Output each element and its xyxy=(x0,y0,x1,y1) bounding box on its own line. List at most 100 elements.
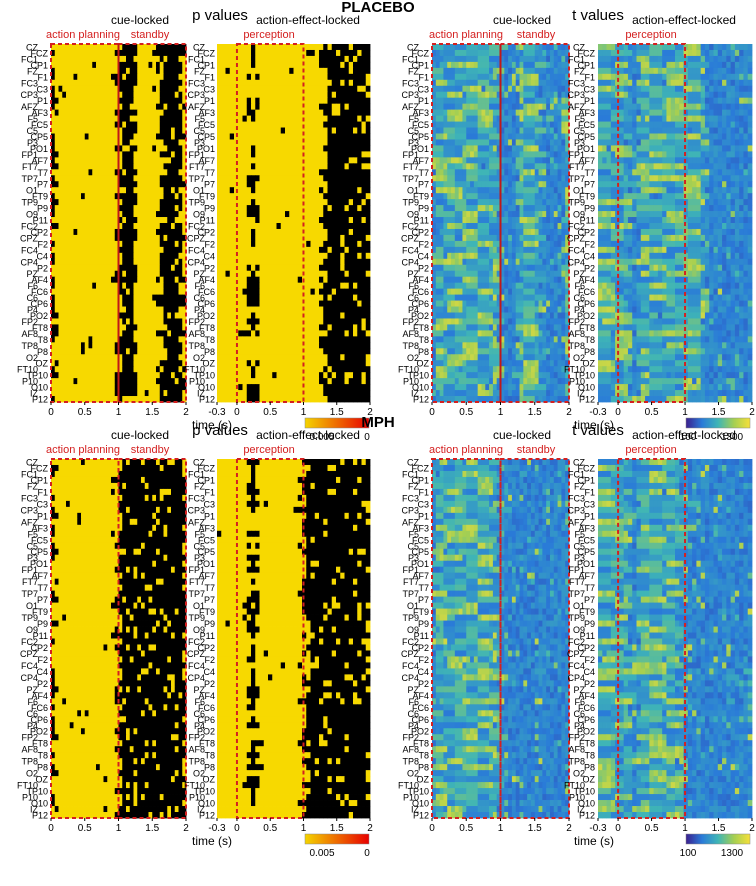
heatmap-cell-p0-cue-t-AFZ-6 xyxy=(455,104,459,110)
heatmap-cell-p0-aef-p-FC1-3 xyxy=(230,56,235,62)
heatmap-cell-p0-cue-p-FT7-12 xyxy=(96,163,100,169)
heatmap-cell-p0-cue-p-T8-2 xyxy=(59,336,63,342)
heatmap-cell-p0-cue-p-FT8-29 xyxy=(160,324,164,330)
heatmap-cell-p0-cue-p-AF8-3 xyxy=(62,330,66,336)
heatmap-cell-p0-cue-p-F2-13 xyxy=(100,241,104,247)
heatmap-cell-p0-cue-p-FT8-19 xyxy=(122,324,126,330)
heatmap-cell-p0-cue-p-AF8-15 xyxy=(107,330,111,336)
heatmap-cell-p0-cue-t-FC5-4 xyxy=(447,122,451,128)
heatmap-cell-p0-aef-p-TP9-6 xyxy=(243,199,248,205)
heatmap-cell-p0-cue-p-AF4-33 xyxy=(175,277,179,283)
heatmap-cell-p0-aef-p-P4-6 xyxy=(243,307,248,313)
heatmap-cell-p0-cue-p-C6-23 xyxy=(137,295,141,301)
heatmap-cell-p0-cue-p-O9-34 xyxy=(179,211,183,217)
heatmap-cell-p0-cue-p-IZ-5 xyxy=(70,390,74,396)
heatmap-cell-p0-cue-p-FT8-31 xyxy=(167,324,171,330)
heatmap-cell-p0-aef-p-FC5-6 xyxy=(243,122,248,128)
heatmap-cell-p0-cue-t-P3-4 xyxy=(447,139,451,145)
heatmap-cell-p0-aef-p-TP9-9 xyxy=(255,199,260,205)
heatmap-cell-p0-cue-p-AF4-6 xyxy=(74,277,78,283)
heatmap-cell-p0-cue-t-FZ-7 xyxy=(459,68,463,74)
heatmap-cell-p0-aef-p-FC6-31 xyxy=(349,289,354,295)
heatmap-cell-p0-aef-p-AF3-15 xyxy=(281,110,286,116)
heatmap-cell-p0-cue-p-C5-4 xyxy=(66,128,70,134)
heatmap-cell-p0-cue-p-FC1-30 xyxy=(164,56,168,62)
heatmap-cell-p0-aef-p-CP4-32 xyxy=(353,259,358,265)
heatmap-cell-p0-cue-t-FC3-10 xyxy=(470,80,474,86)
heatmap-cell-p0-aef-p-PO1-21 xyxy=(306,145,311,151)
heatmap-cell-p0-cue-p-P8-25 xyxy=(145,348,149,354)
heatmap-cell-p0-cue-p-P4-31 xyxy=(167,307,171,313)
heatmap-cell-p0-cue-p-O1-8 xyxy=(81,187,85,193)
heatmap-cell-p0-cue-p-FC5-26 xyxy=(149,122,153,128)
heatmap-cell-p0-cue-p-AF3-26 xyxy=(149,110,153,116)
heatmap-cell-p0-aef-p-P8-0 xyxy=(217,348,222,354)
heatmap-cell-p0-cue-p-C4-16 xyxy=(111,253,115,259)
heatmap-cell-p0-cue-t-CP3-30 xyxy=(546,92,550,98)
heatmap-cell-p0-cue-p-FT7-6 xyxy=(74,163,78,169)
heatmap-cell-p0-cue-t-AF3-30 xyxy=(546,110,550,116)
heatmap-cell-p0-cue-p-TP8-34 xyxy=(179,342,183,348)
heatmap-cell-p0-cue-t-C3-8 xyxy=(462,86,466,92)
heatmap-cell-p0-aef-p-CP3-1 xyxy=(221,92,226,98)
heatmap-cell-p0-cue-p-FC5-29 xyxy=(160,122,164,128)
heatmap-cell-p0-cue-t-CP3-19 xyxy=(504,92,508,98)
heatmap-cell-p0-aef-p-AF4-12 xyxy=(268,277,273,283)
heatmap-cell-p0-aef-p-C6-1 xyxy=(221,295,226,301)
heatmap-cell-p0-cue-t-C3-20 xyxy=(508,86,512,92)
heatmap-cell-p0-cue-p-CP3-29 xyxy=(160,92,164,98)
heatmap-cell-p0-cue-t-FCZ-22 xyxy=(516,50,520,56)
heatmap-cell-p0-aef-p-P1-26 xyxy=(328,98,333,104)
heatmap-cell-p0-aef-p-FC5-32 xyxy=(353,122,358,128)
heatmap-cell-p0-aef-p-FC6-2 xyxy=(226,289,231,295)
heatmap-cell-p0-aef-p-T8-6 xyxy=(243,336,248,342)
heatmap-cell-p0-cue-p-FP2-26 xyxy=(149,318,153,324)
heatmap-cell-p0-aef-p-F1-21 xyxy=(306,74,311,80)
heatmap-cell-p0-aef-p-F2-26 xyxy=(328,241,333,247)
heatmap-cell-p0-aef-p-F1-32 xyxy=(353,74,358,80)
heatmap-cell-p0-aef-p-T7-26 xyxy=(328,169,333,175)
heatmap-cell-p0-aef-p-FP2-2 xyxy=(226,318,231,324)
heatmap-cell-p0-cue-t-FZ-30 xyxy=(546,68,550,74)
heatmap-cell-p0-aef-p-F6-13 xyxy=(272,283,277,289)
heatmap-cell-p0-cue-p-CP2-7 xyxy=(77,229,81,235)
heatmap-cell-p0-cue-p-CP4-23 xyxy=(137,259,141,265)
heatmap-cell-p0-aef-p-FC3-35 xyxy=(366,80,371,86)
heatmap-cell-p0-aef-p-FZ-31 xyxy=(349,68,354,74)
heatmap-cell-p0-cue-p-FC3-13 xyxy=(100,80,104,86)
heatmap-cell-p0-aef-p-O1-17 xyxy=(289,187,294,193)
heatmap-cell-p0-cue-t-P1-28 xyxy=(539,98,543,104)
heatmap-cell-p0-cue-p-P7-33 xyxy=(175,181,179,187)
heatmap-cell-p0-cue-p-PZ-23 xyxy=(137,271,141,277)
heatmap-cell-p0-cue-p-P7-10 xyxy=(89,181,93,187)
heatmap-cell-p0-aef-p-FC2-29 xyxy=(340,223,345,229)
heatmap-cell-p0-cue-t-FC1-10 xyxy=(470,56,474,62)
heatmap-cell-p0-cue-t-CP1-1 xyxy=(436,62,440,68)
heatmap-cell-p0-cue-p-C3-13 xyxy=(100,86,104,92)
heatmap-cell-p0-aef-p-P4-25 xyxy=(323,307,328,313)
heatmap-cell-p0-aef-p-F5-34 xyxy=(362,116,367,122)
heatmap-cell-p0-cue-p-F1-11 xyxy=(92,74,96,80)
heatmap-cell-p0-cue-p-FP2-1 xyxy=(55,318,59,324)
heatmap-cell-p0-cue-p-F5-13 xyxy=(100,116,104,122)
heatmap-cell-p0-cue-p-PO1-3 xyxy=(62,145,66,151)
heatmap-cell-p0-aef-p-PO1-7 xyxy=(247,145,252,151)
heatmap-cell-p0-aef-p-TP7-34 xyxy=(362,175,367,181)
heatmap-cell-p0-aef-p-CP6-8 xyxy=(251,301,256,307)
heatmap-cell-p0-cue-p-CP1-21 xyxy=(130,62,134,68)
heatmap-cell-p0-aef-p-P10-3 xyxy=(230,378,235,384)
heatmap-cell-p0-cue-t-P3-23 xyxy=(520,139,524,145)
heatmap-cell-p0-cue-p-FC1-7 xyxy=(77,56,81,62)
heatmap-cell-p0-cue-p-P9-8 xyxy=(81,205,85,211)
heatmap-cell-p0-cue-p-P10-30 xyxy=(164,378,168,384)
heatmap-cell-p0-aef-p-TP10-10 xyxy=(260,372,265,378)
heatmap-cell-p0-cue-p-FC6-12 xyxy=(96,289,100,295)
heatmap-cell-p0-cue-p-P2-31 xyxy=(167,265,171,271)
heatmap-cell-p0-aef-p-FC2-28 xyxy=(336,223,341,229)
heatmap-cell-p0-cue-t-FC3-2 xyxy=(440,80,444,86)
heatmap-cell-p0-cue-p-P7-19 xyxy=(122,181,126,187)
heatmap-cell-p0-aef-p-FT8-16 xyxy=(285,324,290,330)
heatmap-cell-p0-cue-p-C4-24 xyxy=(141,253,145,259)
heatmap-cell-p0-cue-t-FC5-1 xyxy=(436,122,440,128)
heatmap-cell-p0-cue-p-AF3-25 xyxy=(145,110,149,116)
